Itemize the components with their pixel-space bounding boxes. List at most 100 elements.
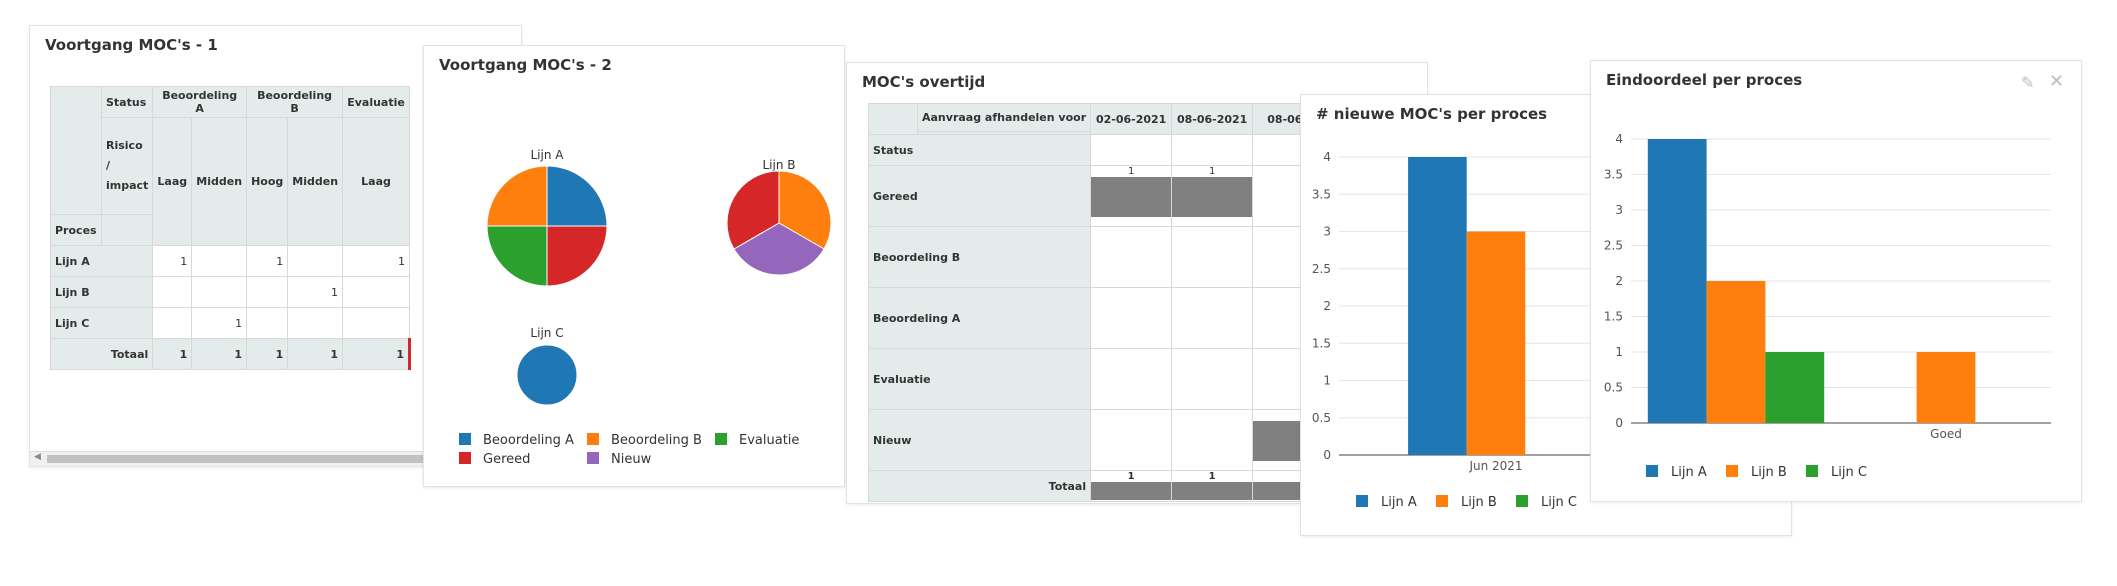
impact-header: Laag (152, 117, 193, 246)
pivot-table-1: Status Beoordeling A Beoordeling B Evalu… (49, 86, 412, 370)
legend-item[interactable]: Nieuw (587, 452, 651, 467)
row-label: Gereed (867, 165, 1092, 227)
row-label: Beoordeling A (867, 287, 1092, 349)
y-tick-label: 0.5 (1604, 381, 1623, 395)
panel-title: # nieuwe MOC's per proces (1316, 105, 1548, 123)
table-row: Beoordeling A (867, 287, 1323, 349)
legend-swatch (715, 433, 727, 445)
y-tick-label: 3.5 (1604, 168, 1623, 182)
panel-title: Voortgang MOC's - 2 (439, 56, 612, 74)
cell-value: 1 (1208, 166, 1216, 177)
cell (191, 245, 248, 277)
bar (1466, 231, 1526, 455)
heat-cell (1171, 409, 1254, 471)
row-label: Lijn A (49, 245, 154, 277)
y-tick-label: 1.5 (1312, 336, 1331, 350)
y-tick-label: 0 (1615, 416, 1623, 430)
panel-title: MOC's overtijd (862, 73, 986, 91)
y-tick-label: 1 (1615, 345, 1623, 359)
legend-swatch (1436, 495, 1448, 507)
total-cell: 1 (152, 338, 193, 370)
close-icon[interactable]: ✕ (2049, 71, 2065, 92)
y-tick-label: 2 (1323, 299, 1331, 313)
row-label: Lijn C (49, 307, 154, 339)
heat-cell (1171, 287, 1254, 349)
y-tick-label: 2.5 (1312, 262, 1331, 276)
y-tick-label: 0 (1323, 448, 1331, 462)
row-label: Lijn B (49, 276, 154, 308)
pie-slice (486, 165, 548, 227)
total-row: Totaal 1 1 1 (867, 470, 1323, 502)
legend-label: Lijn A (1671, 465, 1707, 480)
pie-slice (486, 225, 548, 287)
legend-label: Lijn B (1461, 495, 1497, 510)
legend-item[interactable]: Beoordeling B (587, 433, 702, 448)
y-tick-label: 4 (1615, 132, 1623, 146)
impact-header: Midden (191, 117, 248, 246)
table-row: Nieuw 1 (867, 409, 1323, 471)
bar-chart-eindoordeel: 0 0.5 1 1.5 2 2.5 3 3.5 4 Goed Lijn A Lijn B Lijn C (1604, 132, 2051, 480)
y-tick-label: 3 (1615, 203, 1623, 217)
risico-header: Risico / impact (100, 117, 154, 215)
table-row: Beoordeling B (867, 226, 1323, 288)
horizontal-scrollbar[interactable]: ◀ (30, 451, 521, 466)
legend-item[interactable]: Beoordeling A (459, 433, 574, 448)
cell (152, 276, 193, 308)
empty-cell (1171, 134, 1254, 166)
pie-slice (778, 170, 832, 250)
col-header: Beoordeling B (246, 86, 344, 118)
total-cell: 1 (1090, 470, 1173, 502)
legend-label: Gereed (483, 452, 531, 467)
total-value: 1 (1208, 471, 1216, 482)
legend-item[interactable]: Evaluatie (715, 433, 799, 448)
legend-swatch (1806, 465, 1818, 477)
heat-cell (1090, 287, 1173, 349)
cell (152, 307, 193, 339)
cell (191, 276, 248, 308)
pie-label: Lijn C (530, 326, 563, 340)
corner-cell (868, 103, 918, 135)
col-header: Evaluatie (342, 86, 411, 118)
total-cell: 1 (246, 338, 289, 370)
pivot-table-overtijd: Aanvraag afhandelen voor 02-06-2021 08-0… (867, 102, 1323, 502)
cell (246, 276, 289, 308)
y-tick-label: 1.5 (1604, 310, 1623, 324)
total-cell: 1 (287, 338, 344, 370)
y-tick-label: 1 (1323, 374, 1331, 388)
bar (1408, 157, 1467, 455)
total-value: 1 (1127, 471, 1135, 482)
heat-cell (1090, 226, 1173, 288)
y-tick-label: 3.5 (1312, 187, 1331, 201)
legend-label: Lijn B (1751, 465, 1787, 480)
legend-item[interactable]: Gereed (459, 452, 530, 467)
total-cell: 1 (191, 338, 248, 370)
legend-label: Beoordeling A (483, 433, 574, 448)
x-tick-label: Goed (1930, 427, 1962, 441)
heat-bar (1172, 177, 1253, 217)
edit-pencil-icon[interactable]: ✎ (2021, 73, 2035, 92)
cell: 1 (287, 276, 344, 308)
scrollbar-thumb[interactable] (47, 455, 467, 463)
cell: 1 (246, 245, 289, 277)
legend-swatch (459, 433, 471, 445)
legend-label: Nieuw (611, 452, 652, 467)
date-header: 02-06-2021 (1090, 103, 1173, 135)
total-cell: 1 (1171, 470, 1254, 502)
pie-slice (733, 222, 825, 276)
heat-cell: 1 (1171, 165, 1254, 227)
y-tick-label: 0.5 (1312, 411, 1331, 425)
scroll-left-arrow-icon[interactable]: ◀ (34, 452, 41, 462)
heat-bar (1091, 177, 1172, 217)
pie-label: Lijn B (762, 158, 795, 172)
date-header-title: Aanvraag afhandelen voor (916, 102, 1092, 133)
pie-slice (546, 165, 608, 227)
y-tick-label: 2.5 (1604, 239, 1623, 253)
spacer-cell (917, 131, 1091, 135)
table-row: Lijn B 1 (49, 276, 411, 308)
corner-cell (50, 86, 102, 215)
bar (1647, 139, 1707, 423)
row-label: Nieuw (867, 409, 1092, 471)
impact-header: Laag (342, 117, 411, 246)
cell (246, 307, 289, 339)
panel-eindoordeel: Eindoordeel per proces ✎ ✕ 0 0.5 1 1.5 2 2.5 3… (1590, 60, 2082, 502)
